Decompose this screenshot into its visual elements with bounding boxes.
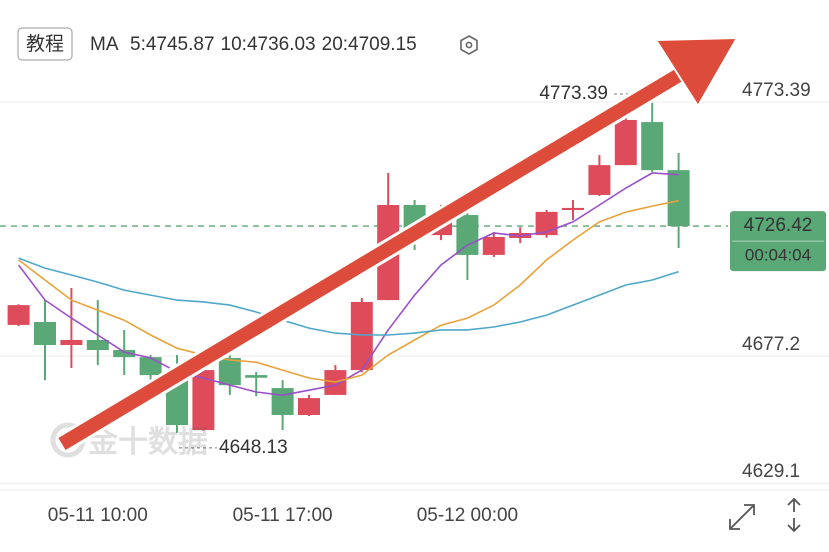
candle-body bbox=[641, 122, 664, 171]
countdown-label: 00:04:04 bbox=[745, 246, 811, 265]
candle-body bbox=[614, 119, 637, 166]
ma-line bbox=[18, 199, 679, 383]
current-price-label: 4726.42 bbox=[744, 215, 813, 236]
candle-body bbox=[60, 339, 83, 345]
legend-entry: 10:4736.03 bbox=[221, 34, 316, 55]
candle-body bbox=[218, 357, 241, 386]
high-label: 4773.39 bbox=[539, 83, 608, 104]
candle-body bbox=[139, 357, 162, 376]
indicator-label: MA bbox=[90, 34, 119, 55]
candle-body bbox=[271, 388, 294, 415]
candle-body bbox=[245, 375, 268, 378]
ma-line bbox=[17, 172, 679, 397]
candle-body bbox=[588, 165, 611, 195]
candle-body bbox=[456, 215, 479, 255]
candle-body bbox=[86, 339, 109, 351]
y-tick-label: 4629.1 bbox=[742, 461, 800, 482]
watermark-text: 金十数据 bbox=[87, 425, 208, 459]
plot-area: 4629.1 4677.2 4773.39 05-11 10:00 05-11 17:0… bbox=[0, 80, 829, 526]
candle-body bbox=[192, 370, 215, 431]
y-tick-label: 4773.39 bbox=[742, 80, 811, 101]
watermark: 金十数据 bbox=[50, 422, 208, 459]
settings-icon[interactable] bbox=[460, 35, 478, 55]
candle-body bbox=[113, 350, 136, 358]
legend: 5:4745.87 10:4736.03 20:4709.15 bbox=[130, 34, 417, 55]
candle-body bbox=[34, 322, 56, 345]
candle-body bbox=[482, 236, 505, 255]
candle-body bbox=[667, 170, 690, 227]
tutorial-button-label[interactable]: 教程 bbox=[26, 33, 64, 55]
low-label: 4648.13 bbox=[219, 437, 288, 458]
candle-body bbox=[562, 207, 584, 211]
tutorial-button[interactable] bbox=[17, 27, 73, 61]
legend-entry: 20:4709.15 bbox=[322, 34, 417, 55]
legend-entry: 5:4745.87 bbox=[130, 34, 215, 55]
candle-body bbox=[298, 398, 320, 415]
x-tick-label: 05-12 00:00 bbox=[417, 505, 518, 526]
x-tick-label: 05-11 10:00 bbox=[48, 505, 148, 526]
expand-icon[interactable] bbox=[729, 504, 755, 530]
scale-icon[interactable] bbox=[787, 497, 801, 533]
trend-arrow bbox=[56, 36, 739, 453]
y-tick-label: 4677.2 bbox=[742, 334, 800, 355]
candle-body bbox=[350, 301, 373, 371]
ma-line bbox=[18, 257, 679, 336]
x-tick-label: 05-11 17:00 bbox=[233, 505, 333, 526]
candle-body bbox=[7, 305, 30, 325]
